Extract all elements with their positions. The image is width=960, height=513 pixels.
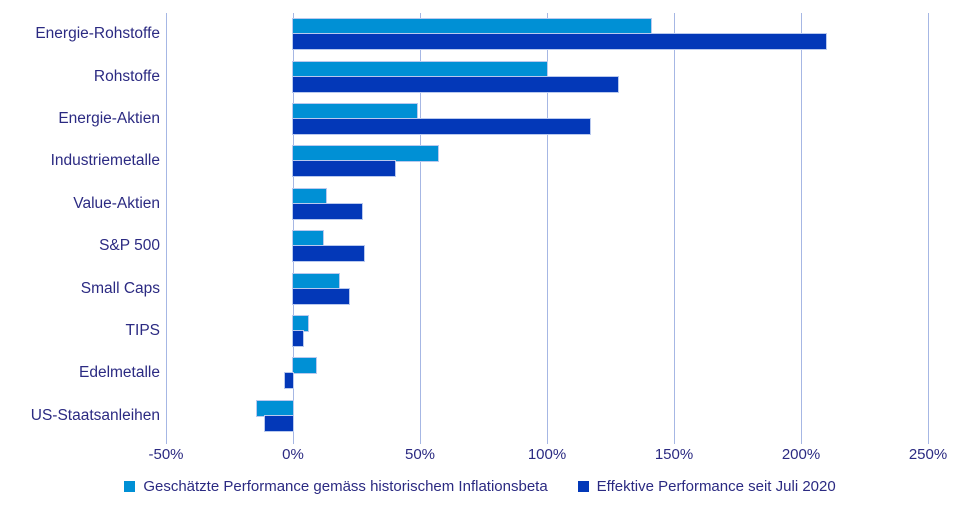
category-label: Value-Aktien [73, 194, 160, 212]
gridline [292, 13, 294, 444]
legend-item: Geschätzte Performance gemäss historisch… [124, 478, 548, 495]
x-tick-label: 200% [781, 446, 821, 463]
category-label: S&P 500 [99, 237, 160, 255]
bar [293, 61, 547, 77]
category-label: Rohstoffe [93, 67, 160, 85]
bar [293, 188, 327, 204]
bar [293, 246, 365, 262]
x-tick-label: -50% [148, 446, 184, 463]
legend-label: Effektive Performance seit Juli 2020 [596, 478, 836, 495]
bar [293, 76, 619, 92]
gridline [800, 13, 802, 444]
bar [257, 400, 293, 416]
bar [293, 146, 438, 162]
bar [293, 273, 339, 289]
category-label: Energie-Rohstoffe [35, 25, 160, 43]
gridline [673, 13, 675, 444]
category-label: Edelmetalle [79, 364, 160, 382]
x-tick-label: 250% [908, 446, 948, 463]
bar [293, 331, 304, 346]
legend-item: Effektive Performance seit Juli 2020 [577, 478, 836, 495]
category-label: TIPS [125, 321, 160, 339]
bar [293, 316, 309, 331]
legend-label: Geschätzte Performance gemäss historisch… [143, 478, 548, 495]
gridline [927, 13, 929, 444]
bar [265, 415, 293, 431]
x-axis: -50% 0% 50% 100% 150% 200% 250% [148, 446, 947, 468]
bar [293, 161, 395, 177]
bar [293, 19, 652, 35]
x-tick-label: 50% [404, 446, 436, 463]
category-label: Industriemetalle [50, 152, 160, 170]
plot-area [165, 13, 929, 444]
category-axis: Energie-Rohstoffe Rohstoffe Energie-Aktien… [0, 13, 160, 437]
category-label: US-Staatsanleihen [30, 406, 160, 424]
legend-marker [577, 481, 589, 492]
x-tick-label: 150% [654, 446, 694, 463]
legend: Geschätzte Performance gemäss historisch… [0, 478, 960, 495]
gridline [165, 13, 167, 444]
bar [285, 373, 293, 389]
category-label: Energie-Aktien [58, 109, 160, 127]
gridline [546, 13, 548, 444]
gridline [419, 13, 421, 444]
bar [293, 288, 349, 304]
category-label: Small Caps [80, 279, 160, 297]
bar [293, 203, 362, 219]
bar [293, 119, 591, 134]
legend-marker [124, 481, 136, 492]
bar [293, 358, 316, 374]
bar [293, 104, 418, 119]
bar [293, 34, 827, 50]
x-tick-label: 100% [527, 446, 567, 463]
x-tick-label: 0% [282, 446, 304, 463]
bar [293, 231, 324, 247]
